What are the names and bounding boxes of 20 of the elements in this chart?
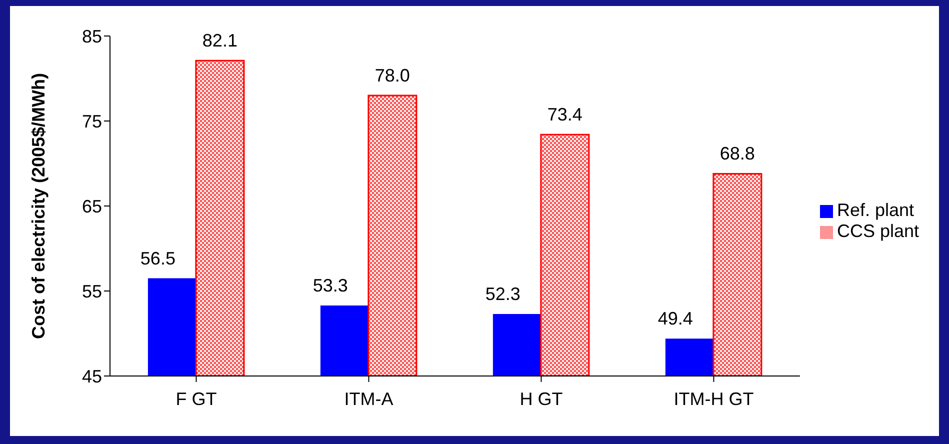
data-label: 78.0 xyxy=(374,66,410,86)
y-tick-label: 45 xyxy=(82,366,102,386)
data-label: 56.5 xyxy=(140,248,176,268)
y-tick-label: 85 xyxy=(82,26,102,46)
y-tick-label: 55 xyxy=(82,281,102,302)
data-label: 73.4 xyxy=(547,104,582,125)
data-label: 68.8 xyxy=(720,144,755,164)
data-label: 49.4 xyxy=(658,308,693,329)
x-tick-label: F GT xyxy=(176,388,217,409)
legend-label: Ref. plant xyxy=(836,200,914,220)
data-label: 82.1 xyxy=(202,30,238,51)
x-tick-label: ITM-H GT xyxy=(674,388,754,409)
x-tick-label: H GT xyxy=(520,388,563,409)
x-tick-label: ITM-A xyxy=(344,388,394,409)
legend-label: CCS plant xyxy=(836,221,919,241)
y-axis-title: Cost of electricity (2005$/MWh) xyxy=(28,72,48,340)
data-label: 53.3 xyxy=(312,275,348,296)
y-tick-label: 75 xyxy=(82,111,102,132)
y-tick-label: 65 xyxy=(82,196,102,216)
data-label: 52.3 xyxy=(485,284,520,304)
